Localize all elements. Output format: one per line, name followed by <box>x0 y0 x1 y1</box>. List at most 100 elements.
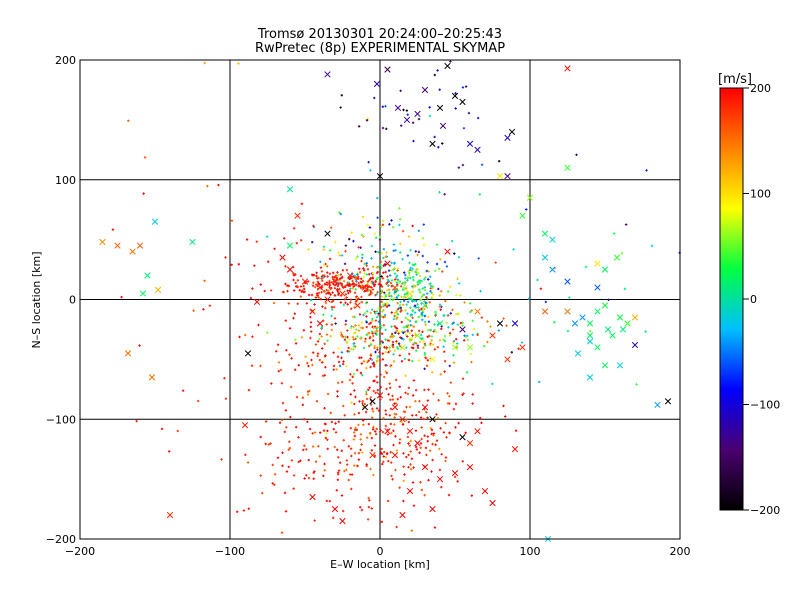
data-point-dot <box>334 431 338 434</box>
data-point-dot <box>366 518 370 521</box>
data-point-dot <box>426 292 429 295</box>
data-point-dot <box>338 254 342 257</box>
data-point-dot <box>341 509 345 513</box>
data-point-dot <box>355 297 358 301</box>
data-point-dot <box>478 193 482 196</box>
data-point-dot <box>284 319 287 322</box>
data-point-dot <box>422 223 425 226</box>
data-point-dot <box>338 277 342 280</box>
data-point-cross <box>586 374 594 381</box>
data-point-dot <box>373 363 376 366</box>
data-point-dot <box>402 326 406 329</box>
data-point-dot <box>369 335 372 339</box>
data-point-dot <box>380 295 383 298</box>
data-point-dot <box>365 262 368 265</box>
data-point-dot <box>419 481 422 484</box>
data-point-dot <box>370 358 374 361</box>
data-point-dot <box>339 301 343 304</box>
data-point-dot <box>333 445 337 449</box>
data-point-dot <box>395 296 398 299</box>
data-point-dot <box>299 295 303 298</box>
data-point-dot <box>357 125 361 128</box>
data-point-dot <box>418 309 421 312</box>
data-point-dot <box>384 270 387 274</box>
data-point-dot <box>434 443 437 446</box>
data-point-dot <box>407 269 410 273</box>
data-point-dot <box>339 212 343 216</box>
data-point-dot <box>417 288 421 292</box>
data-point-dot <box>279 368 283 372</box>
data-point-dot <box>388 347 391 350</box>
data-point-dot <box>280 418 284 422</box>
data-point-dot <box>375 293 378 296</box>
data-point-dot <box>401 258 404 261</box>
data-point-dot <box>452 354 455 357</box>
data-point-dot <box>362 267 365 270</box>
data-point-cross <box>309 308 316 315</box>
data-point-dot <box>325 281 329 284</box>
data-point-cross <box>604 326 612 333</box>
data-point-cross <box>541 230 549 237</box>
data-point-dot <box>259 283 262 286</box>
data-point-dot <box>285 349 288 352</box>
data-point-dot <box>306 393 310 396</box>
data-point-dot <box>342 439 345 442</box>
data-point-cross <box>394 104 402 112</box>
data-point-dot <box>343 262 347 266</box>
data-point-cross <box>429 416 436 423</box>
data-point-dot <box>273 247 276 251</box>
data-point-dot <box>360 277 363 280</box>
data-point-cross <box>384 428 391 435</box>
data-point-dot <box>339 273 343 276</box>
data-point-cross <box>609 332 616 339</box>
data-point-dot <box>451 239 454 243</box>
data-point-dot <box>418 340 422 344</box>
data-point-dot <box>371 332 374 335</box>
data-point-dot <box>408 271 411 275</box>
data-point-cross <box>99 238 106 246</box>
data-point-dot <box>375 359 379 363</box>
data-point-dot <box>290 459 294 462</box>
data-point-dot <box>419 298 422 302</box>
data-point-dot <box>358 267 361 270</box>
data-point-dot <box>443 359 447 363</box>
data-point-dot <box>449 285 452 288</box>
data-point-dot <box>337 279 341 282</box>
data-point-dot <box>408 444 411 447</box>
data-point-cross <box>466 463 474 471</box>
data-point-dot <box>360 321 364 324</box>
data-point-dot <box>409 468 413 471</box>
data-point-dot <box>411 309 415 312</box>
data-point-dot <box>517 347 520 350</box>
data-point-dot <box>397 342 401 345</box>
data-point-dot <box>355 283 358 287</box>
data-point-dot <box>297 436 300 439</box>
data-point-dot <box>425 364 429 367</box>
data-point-dot <box>349 393 352 396</box>
data-point-dot <box>476 116 480 120</box>
data-point-dot <box>384 350 387 354</box>
data-point-cross <box>399 344 406 351</box>
data-point-dot <box>367 160 370 164</box>
data-point-dot <box>345 364 348 368</box>
data-point-dot <box>415 413 418 417</box>
data-point-dot <box>424 344 427 347</box>
data-point-dot <box>423 307 426 311</box>
data-point-dot <box>423 353 427 357</box>
colorbar-tick-label: 200 <box>750 82 771 95</box>
data-point-dot <box>192 309 195 312</box>
data-point-dot <box>416 346 420 350</box>
data-point-dot <box>353 413 356 416</box>
data-point-dot <box>138 344 141 347</box>
data-point-dot <box>452 321 455 324</box>
data-point-dot <box>259 364 262 368</box>
data-point-dot <box>390 474 393 478</box>
data-point-dot <box>410 298 413 301</box>
data-point-cross <box>444 62 451 70</box>
data-point-dot <box>302 448 305 452</box>
data-point-dot <box>399 300 402 304</box>
data-point-dot <box>418 274 422 278</box>
data-point-dot <box>290 357 293 360</box>
data-point-dot <box>326 392 330 396</box>
data-point-dot <box>420 426 423 429</box>
